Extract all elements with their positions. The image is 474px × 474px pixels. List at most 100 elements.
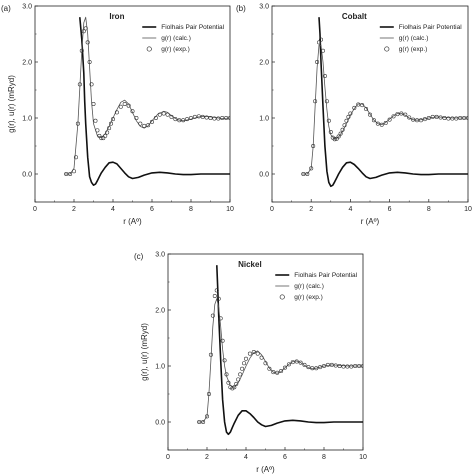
x-tick-label: 0 bbox=[33, 206, 37, 213]
x-tick-label: 6 bbox=[150, 206, 154, 213]
data-point bbox=[324, 99, 329, 104]
data-point bbox=[333, 363, 338, 368]
y-axis-label: g(r), u(r) (mRyd) bbox=[140, 323, 149, 381]
data-point bbox=[95, 128, 100, 133]
y-tick-label: 3.0 bbox=[22, 4, 32, 11]
data-point bbox=[415, 118, 420, 123]
chart-title: Cobalt bbox=[342, 12, 367, 21]
data-point bbox=[255, 351, 260, 356]
data-point bbox=[286, 362, 291, 367]
data-point bbox=[348, 111, 353, 116]
plot-frame bbox=[271, 5, 469, 203]
legend: Fiolhais Pair Potential g(r) (calc.) g(r) … bbox=[275, 272, 358, 301]
data-point bbox=[208, 116, 213, 121]
legend-label: g(r) (exp.) bbox=[399, 46, 428, 53]
data-point bbox=[321, 363, 326, 368]
data-point bbox=[367, 112, 372, 117]
data-point bbox=[228, 116, 230, 120]
data-point bbox=[222, 358, 227, 363]
data-point bbox=[238, 372, 243, 377]
data-point bbox=[173, 117, 178, 122]
data-point bbox=[177, 118, 182, 123]
data-point bbox=[244, 356, 249, 361]
data-point bbox=[73, 155, 78, 160]
x-tick-label: 0 bbox=[166, 454, 170, 461]
series-fiolhais-pair-potential bbox=[216, 265, 363, 436]
data-point bbox=[109, 121, 114, 126]
data-point bbox=[329, 362, 334, 367]
data-point bbox=[315, 59, 320, 64]
x-axis-label: r (Aº) bbox=[361, 217, 380, 226]
series-g-r-exp bbox=[301, 37, 468, 177]
x-tick-label: 4 bbox=[244, 454, 248, 461]
legend-marker bbox=[384, 46, 390, 52]
legend-label: Fiolhais Pair Potential bbox=[399, 24, 462, 31]
data-point bbox=[146, 123, 151, 128]
x-tick-label: 0 bbox=[270, 206, 274, 213]
plot-frame bbox=[167, 253, 364, 451]
chart-panel-iron: 0 2 4 6 8 10 0.0 1.0 2.0 3.0 r (Aº) g(r), u(r) (mRy… bbox=[1, 4, 234, 227]
data-point bbox=[466, 116, 468, 120]
data-point bbox=[371, 118, 376, 123]
data-point bbox=[192, 114, 197, 119]
data-point bbox=[353, 363, 358, 368]
series-g-r-calc bbox=[301, 44, 468, 175]
data-point bbox=[450, 116, 455, 121]
panel-label: (b) bbox=[236, 4, 246, 13]
legend: Fiolhais Pair Potential g(r) (calc.) g(r) … bbox=[379, 24, 462, 53]
data-point bbox=[458, 116, 463, 121]
y-tick-label: 2.0 bbox=[259, 60, 269, 67]
data-point bbox=[114, 110, 119, 115]
panel-label: (a) bbox=[1, 4, 11, 13]
data-point bbox=[181, 118, 186, 123]
data-point bbox=[200, 114, 205, 119]
data-point bbox=[130, 109, 135, 114]
data-point bbox=[85, 40, 90, 45]
data-point bbox=[446, 116, 451, 121]
y-tick-label: 0.0 bbox=[22, 172, 32, 179]
x-axis-label: r (Aº) bbox=[123, 217, 142, 226]
data-point bbox=[395, 112, 400, 117]
y-tick-label: 2.0 bbox=[22, 60, 32, 67]
series-group bbox=[197, 265, 363, 436]
legend-marker bbox=[146, 46, 152, 52]
data-point bbox=[197, 419, 202, 424]
data-point bbox=[77, 82, 82, 87]
x-tick-label: 6 bbox=[388, 206, 392, 213]
data-point bbox=[72, 169, 77, 174]
data-point bbox=[311, 144, 316, 149]
data-point bbox=[340, 127, 345, 132]
chart-title: Nickel bbox=[238, 260, 262, 269]
data-point bbox=[75, 121, 80, 126]
legend-label: g(r) (exp.) bbox=[294, 294, 323, 301]
data-point bbox=[189, 116, 194, 121]
data-point bbox=[169, 114, 174, 119]
data-point bbox=[214, 288, 219, 293]
data-point bbox=[318, 365, 323, 370]
data-point bbox=[89, 82, 94, 87]
data-point bbox=[306, 365, 311, 370]
data-point bbox=[234, 381, 239, 386]
data-point bbox=[364, 107, 369, 112]
data-point bbox=[314, 366, 319, 371]
y-tick-label: 2.0 bbox=[155, 308, 165, 315]
data-point bbox=[290, 360, 295, 365]
data-point bbox=[328, 130, 333, 135]
data-point bbox=[122, 102, 127, 107]
legend-label: g(r) (calc.) bbox=[399, 35, 429, 42]
data-point bbox=[126, 103, 131, 108]
data-point bbox=[218, 316, 223, 321]
panel-label: (c) bbox=[134, 252, 144, 261]
data-point bbox=[361, 364, 363, 368]
x-tick-label: 10 bbox=[359, 454, 367, 461]
data-point bbox=[426, 116, 431, 121]
y-tick-label: 1.0 bbox=[155, 364, 165, 371]
data-point bbox=[337, 363, 342, 368]
data-point bbox=[185, 117, 190, 122]
data-point bbox=[305, 172, 310, 177]
data-point bbox=[206, 391, 211, 396]
x-tick-label: 4 bbox=[111, 206, 115, 213]
x-tick-label: 10 bbox=[226, 206, 234, 213]
legend-marker bbox=[279, 294, 285, 300]
